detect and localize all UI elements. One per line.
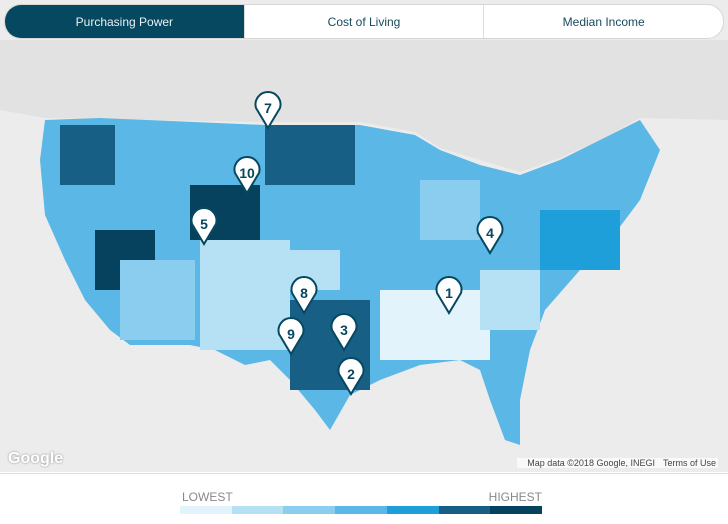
marker-label: 9 bbox=[287, 326, 295, 342]
legend-swatch bbox=[180, 506, 232, 514]
legend-swatch bbox=[231, 506, 284, 514]
marker-label: 10 bbox=[239, 165, 255, 181]
marker-label: 4 bbox=[486, 225, 494, 241]
marker-label: 1 bbox=[445, 285, 453, 301]
legend-swatch bbox=[386, 506, 439, 514]
map-marker-pin[interactable]: 3 bbox=[330, 313, 358, 352]
choropleth-map bbox=[0, 40, 728, 445]
map-marker-pin[interactable]: 8 bbox=[290, 276, 318, 315]
marker-label: 8 bbox=[300, 285, 308, 301]
map-marker-pin[interactable]: 9 bbox=[277, 317, 305, 356]
legend-swatch bbox=[335, 506, 387, 514]
map-marker-pin[interactable]: 7 bbox=[254, 91, 282, 130]
legend-low-label: LOWEST bbox=[182, 490, 233, 504]
legend-swatch bbox=[283, 506, 336, 514]
canada-region bbox=[0, 40, 728, 172]
markers-layer: 1 2 3 4 5 7 8 9 10 bbox=[190, 91, 504, 396]
map-attribution: Map data ©2018 Google, INEGI Terms of Use bbox=[517, 458, 718, 468]
marker-label: 5 bbox=[200, 216, 208, 232]
legend-swatch bbox=[490, 506, 543, 514]
tab-purchasing-power[interactable]: Purchasing Power bbox=[5, 5, 244, 38]
marker-label: 2 bbox=[347, 366, 355, 382]
map-marker-pin[interactable]: 5 bbox=[190, 207, 218, 246]
attribution-text: Map data ©2018 Google, INEGI bbox=[527, 458, 655, 468]
marker-label: 7 bbox=[264, 100, 272, 116]
legend: LOWEST HIGHEST bbox=[0, 473, 728, 524]
map-marker-pin[interactable]: 1 bbox=[435, 276, 463, 315]
legend-high-label: HIGHEST bbox=[488, 490, 542, 504]
tab-cost-of-living[interactable]: Cost of Living bbox=[243, 5, 484, 38]
legend-color-scale bbox=[180, 506, 543, 514]
map-marker-pin[interactable]: 4 bbox=[476, 216, 504, 255]
google-logo: Google bbox=[8, 450, 64, 467]
map-marker-pin[interactable]: 2 bbox=[337, 357, 365, 396]
map-marker-pin[interactable]: 10 bbox=[233, 156, 261, 195]
tab-median-income[interactable]: Median Income bbox=[483, 5, 723, 38]
terms-link[interactable]: Terms of Use bbox=[662, 458, 716, 468]
marker-label: 3 bbox=[340, 322, 348, 338]
legend-swatch bbox=[438, 506, 491, 514]
map[interactable]: 1 2 3 4 5 7 8 9 10 Google Map data ©2018 Google,… bbox=[0, 0, 728, 472]
metric-tabs: Purchasing Power Cost of Living Median I… bbox=[4, 4, 724, 39]
